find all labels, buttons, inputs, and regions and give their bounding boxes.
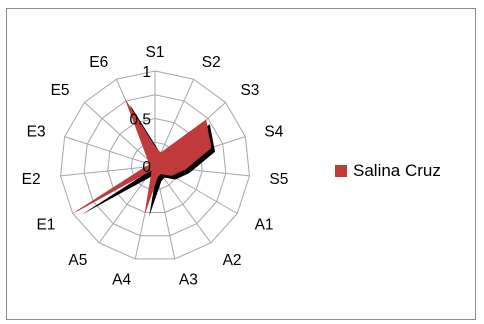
radar-tick-layer: 00.51 [129,64,151,176]
grid-ring-3 [83,94,227,237]
legend-entry-salina-cruz: Salina Cruz [353,161,441,180]
category-label-s2: S2 [202,54,221,71]
category-label-s3: S3 [240,82,259,99]
chart-frame: 0 0.5 1 S1 S2 S3 S4 S5 A1 A2 A3 A4 A5 E1 E2 E3 E5 E6 Sal… [6,8,476,320]
radar-category-labels: S1 S2 S3 S4 S5 A1 A2 A3 A4 A5 E1 E2 E3 E5 E6 [22,44,289,288]
category-label-s1: S1 [146,44,165,61]
tick-label-2: 0.5 [129,112,151,129]
series-area-1 [76,100,212,213]
tick-label-3: 1 [142,64,151,81]
spoke-e2 [60,165,156,177]
category-label-a3: A3 [179,271,198,288]
spoke-s2 [154,79,195,167]
category-label-s4: S4 [264,123,283,140]
category-label-e1: E1 [36,217,55,234]
category-label-a5: A5 [68,252,87,269]
tick-label-1: 0 [142,159,151,176]
category-label-a2: A2 [223,252,242,269]
spoke-e5 [84,102,156,167]
radar-series-layer [76,100,216,217]
category-label-e3: E3 [27,123,46,140]
legend: Salina Cruz [335,161,441,181]
legend-swatch [335,165,347,177]
category-label-e6: E6 [89,54,108,71]
category-label-a1: A1 [255,217,274,234]
category-label-a4: A4 [112,271,131,288]
category-label-e2: E2 [22,171,41,188]
category-label-s5: S5 [269,171,288,188]
spoke-a2 [154,165,212,244]
grid-ring-4 [60,70,250,260]
category-label-e5: E5 [51,82,70,99]
spoke-e3 [64,136,156,167]
